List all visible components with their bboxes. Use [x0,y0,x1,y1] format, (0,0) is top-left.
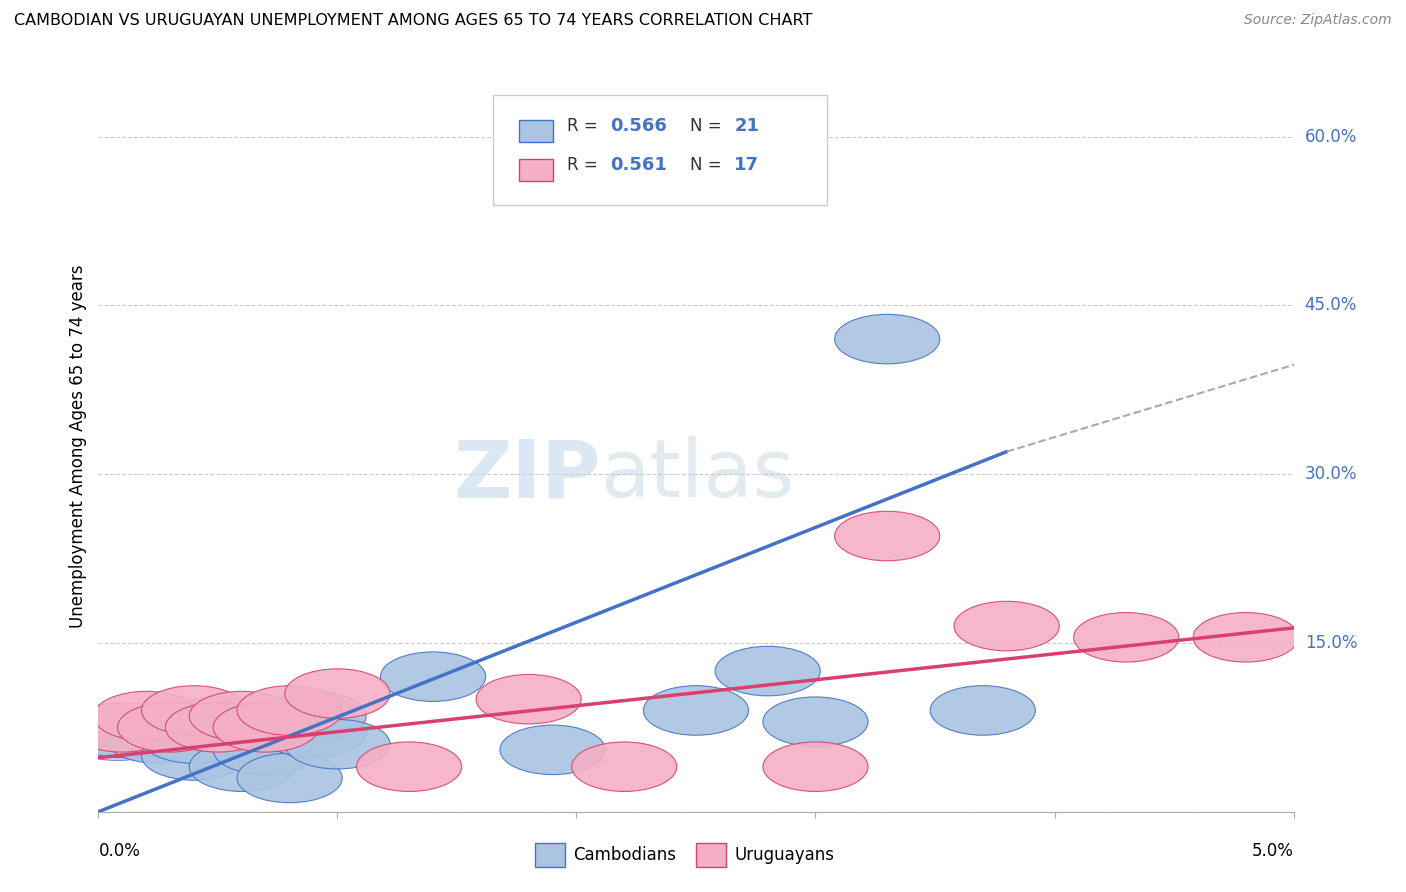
Ellipse shape [214,703,318,752]
Ellipse shape [716,647,820,696]
Text: Uruguayans: Uruguayans [734,846,834,863]
Ellipse shape [763,697,868,747]
Ellipse shape [763,742,868,791]
Ellipse shape [835,511,939,561]
Bar [519,120,553,143]
Bar [534,843,565,867]
Text: R =: R = [567,156,609,174]
Ellipse shape [214,725,318,774]
Ellipse shape [63,706,172,756]
Text: 60.0%: 60.0% [1305,128,1357,145]
Ellipse shape [501,725,605,774]
Y-axis label: Unemployment Among Ages 65 to 74 years: Unemployment Among Ages 65 to 74 years [69,264,87,628]
Text: Cambodians: Cambodians [572,846,676,863]
Text: Source: ZipAtlas.com: Source: ZipAtlas.com [1244,13,1392,28]
Ellipse shape [142,686,246,735]
Ellipse shape [190,691,294,741]
Text: 15.0%: 15.0% [1305,634,1357,652]
Ellipse shape [262,691,366,741]
Ellipse shape [285,669,389,718]
Ellipse shape [70,708,174,757]
Ellipse shape [118,703,222,752]
Ellipse shape [357,742,461,791]
Text: 30.0%: 30.0% [1305,465,1357,483]
Ellipse shape [262,708,366,757]
Text: 5.0%: 5.0% [1251,842,1294,860]
Ellipse shape [105,714,211,764]
Ellipse shape [572,742,676,791]
Text: 0.561: 0.561 [610,156,666,174]
Ellipse shape [142,714,246,764]
Ellipse shape [1194,613,1298,662]
Ellipse shape [955,601,1059,651]
Ellipse shape [1074,613,1178,662]
Text: CAMBODIAN VS URUGUAYAN UNEMPLOYMENT AMONG AGES 65 TO 74 YEARS CORRELATION CHART: CAMBODIAN VS URUGUAYAN UNEMPLOYMENT AMON… [14,13,813,29]
Ellipse shape [285,720,389,769]
Ellipse shape [166,703,270,752]
Text: 0.0%: 0.0% [98,842,141,860]
Ellipse shape [214,714,318,764]
Text: 21: 21 [734,118,759,136]
Ellipse shape [142,731,246,780]
Bar [519,159,553,181]
Ellipse shape [644,686,748,735]
Text: R =: R = [567,118,603,136]
Ellipse shape [238,753,342,803]
Text: 45.0%: 45.0% [1305,296,1357,314]
Ellipse shape [94,691,198,741]
Text: N =: N = [690,118,727,136]
Ellipse shape [63,710,172,761]
Text: ZIP: ZIP [453,436,600,515]
Ellipse shape [70,703,174,752]
Text: N =: N = [690,156,727,174]
Ellipse shape [118,708,222,757]
Text: 0.566: 0.566 [610,118,666,136]
Ellipse shape [238,686,342,735]
FancyBboxPatch shape [494,95,827,204]
Ellipse shape [381,652,485,701]
Ellipse shape [190,742,294,791]
Ellipse shape [166,703,270,752]
Text: 17: 17 [734,156,759,174]
Text: atlas: atlas [600,436,794,515]
Ellipse shape [931,686,1035,735]
Ellipse shape [477,674,581,724]
Ellipse shape [835,314,939,364]
Bar [696,843,725,867]
Ellipse shape [166,697,270,747]
